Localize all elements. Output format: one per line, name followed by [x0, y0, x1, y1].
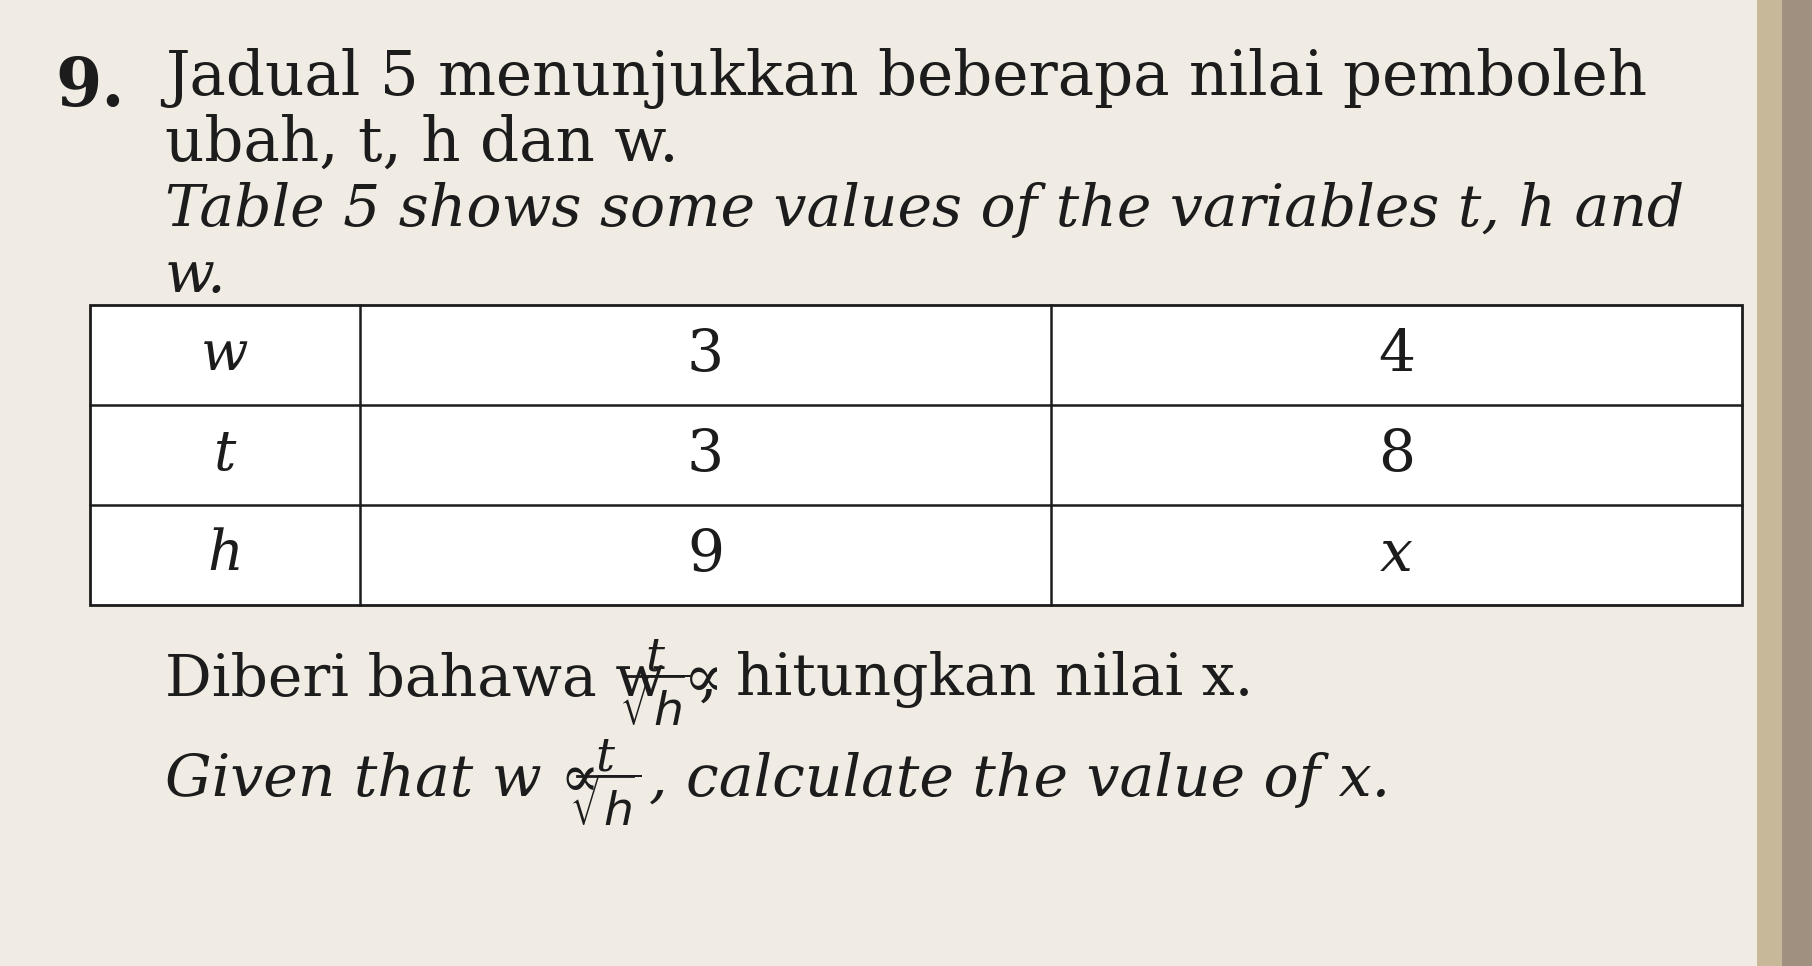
Text: $\sqrt{h}$: $\sqrt{h}$ — [620, 679, 690, 736]
Text: 4: 4 — [1377, 327, 1415, 383]
Text: t: t — [214, 428, 236, 482]
Text: $\sqrt{h}$: $\sqrt{h}$ — [569, 780, 641, 837]
Text: 3: 3 — [687, 427, 725, 483]
Text: h: h — [207, 527, 243, 582]
Bar — [91, 305, 1741, 605]
Text: Given that w ∝: Given that w ∝ — [165, 752, 600, 809]
Text: t: t — [596, 735, 614, 781]
Text: 9: 9 — [687, 527, 725, 583]
Text: t: t — [645, 636, 665, 681]
Bar — [1758, 0, 1812, 966]
Text: 9.: 9. — [54, 55, 125, 120]
Text: , calculate the value of x.: , calculate the value of x. — [649, 752, 1390, 809]
Text: , hitungkan nilai x.: , hitungkan nilai x. — [699, 651, 1254, 708]
Text: Diberi bahawa w ∝: Diberi bahawa w ∝ — [165, 652, 723, 708]
Text: x: x — [1381, 526, 1413, 583]
Text: Jadual 5 menunjukkan beberapa nilai pemboleh: Jadual 5 menunjukkan beberapa nilai pemb… — [165, 48, 1647, 109]
Text: Table 5 shows some values of the variables t, h and: Table 5 shows some values of the variabl… — [165, 182, 1683, 239]
Text: w.: w. — [165, 248, 226, 304]
Text: w: w — [201, 327, 248, 383]
Bar — [1781, 0, 1812, 966]
Text: 8: 8 — [1377, 427, 1415, 483]
Text: 3: 3 — [687, 327, 725, 383]
Text: ubah, t, h dan w.: ubah, t, h dan w. — [165, 115, 680, 175]
